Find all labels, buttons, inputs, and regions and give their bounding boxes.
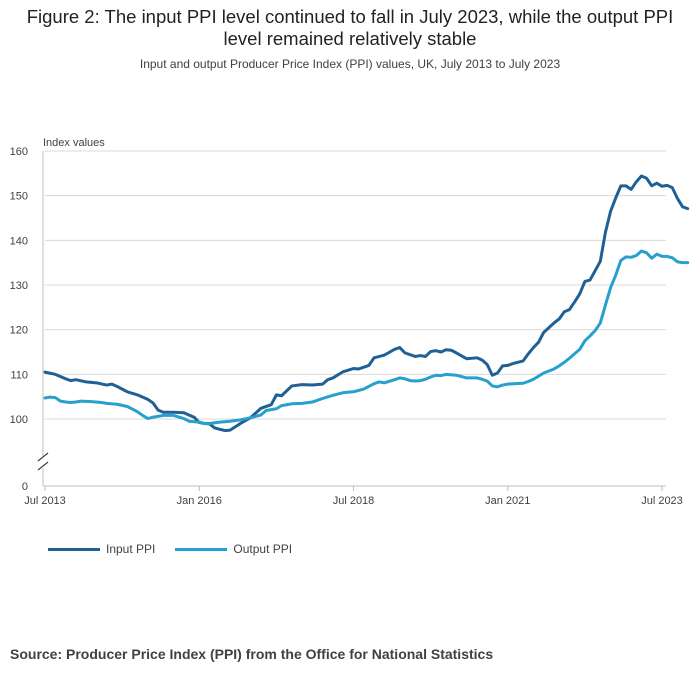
legend-item-input: Input PPI (48, 542, 155, 556)
series-line-output-ppi (43, 249, 690, 425)
y-tick-label-160: 160 (10, 146, 28, 158)
legend-label-input: Input PPI (106, 542, 156, 556)
x-tick-label-4: Jul 2023 (641, 495, 683, 507)
legend-swatch-input (48, 547, 100, 551)
legend-swatch-output (175, 547, 228, 551)
x-tick-label-2: Jul 2018 (333, 495, 375, 507)
y-tick-label-150: 150 (10, 191, 28, 203)
line-chart: 160 150 140 130 120 110 100 0 Index values Jul 20… (10, 137, 690, 507)
series-line-input-ppi (43, 174, 690, 433)
y-tick-label-100: 100 (10, 414, 28, 426)
chart-legend: Input PPI Output PPI (48, 542, 312, 556)
axis-break-mark-upper (37, 452, 49, 462)
x-tick-label-3: Jan 2021 (485, 495, 530, 507)
chart-source: Source: Producer Price Index (PPI) from … (10, 646, 494, 662)
axis-break-mark-lower (37, 461, 49, 471)
y-tick-label-0: 0 (22, 481, 28, 493)
y-tick-label-110: 110 (10, 369, 28, 381)
x-tick-label-0: Jul 2013 (24, 495, 66, 507)
legend-item-output: Output PPI (175, 542, 292, 556)
y-tick-label-120: 120 (10, 325, 28, 337)
chart-title: Figure 2: The input PPI level continued … (26, 6, 674, 49)
legend-label-output: Output PPI (233, 542, 293, 556)
y-tick-label-140: 140 (10, 235, 28, 247)
chart-subtitle: Input and output Producer Price Index (P… (139, 57, 561, 71)
x-tick-label-1: Jan 2016 (177, 495, 222, 507)
y-tick-label-130: 130 (10, 280, 28, 292)
y-axis-label: Index values (43, 137, 105, 149)
